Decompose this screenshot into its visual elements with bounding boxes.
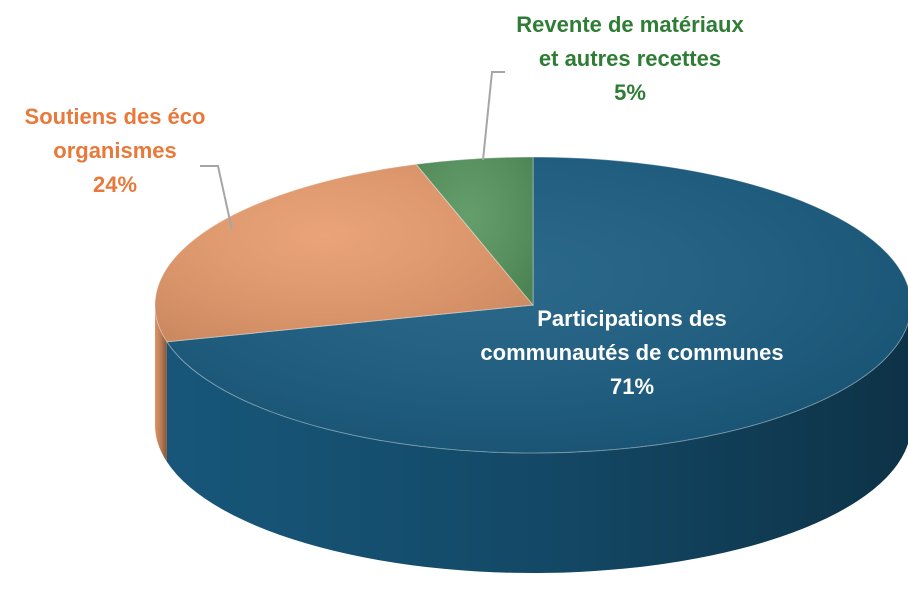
label-value: 24% [92, 172, 138, 197]
slice-label: Soutiens des éco organismes 24% [0, 100, 230, 202]
slice-label: Participations des communautés de commun… [462, 302, 802, 404]
label-name: Participations des communautés de commun… [480, 306, 784, 365]
label-name: Soutiens des éco organismes [24, 104, 206, 163]
label-value: 5% [614, 80, 646, 105]
label-value: 71% [609, 374, 655, 399]
slice-side-shade [166, 323, 908, 573]
slice-shade [416, 157, 533, 305]
label-name: Revente de matériaux et autres recettes [516, 12, 744, 71]
slice-shade [166, 157, 908, 453]
slice-side-shade [155, 305, 167, 462]
pie [154, 156, 908, 573]
leader-line [200, 165, 233, 231]
leader-line [482, 71, 505, 161]
slice-label: Revente de matériaux et autres recettes 5… [505, 8, 755, 110]
slice-shade [154, 164, 533, 342]
